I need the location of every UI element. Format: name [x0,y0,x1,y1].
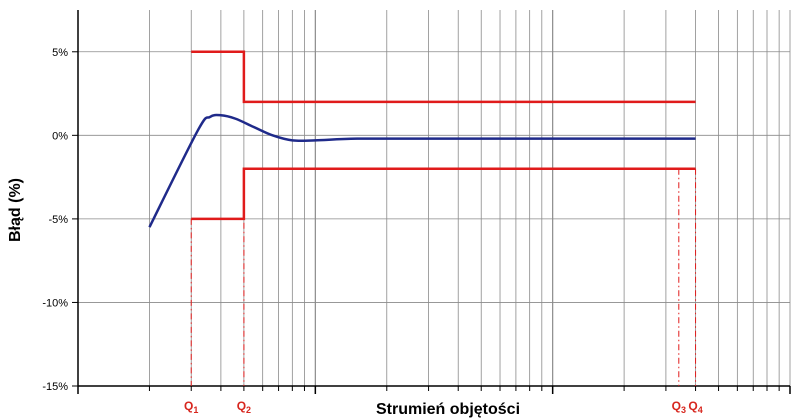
y-tick-labels: 5% 0% -5% -10% -15% [42,47,68,393]
q1-label: Q1 [184,399,198,415]
curve-line [148,113,696,228]
y-tick-label: 5% [52,47,68,59]
q-labels: Q1 Q2 Q3 Q4 [184,399,703,415]
series [148,50,696,228]
x-axis-label: Strumień objętości [376,401,520,418]
q3-label: Q3 [672,399,686,415]
y-tick-label: -5% [48,214,68,226]
axes [72,10,791,394]
q4-label: Q4 [688,399,702,415]
y-tick-label: -10% [42,297,68,309]
lower-limit-line [191,167,696,221]
q2-label: Q2 [237,399,251,415]
grid [78,10,791,387]
upper-limit-line [191,50,696,104]
y-axis-label: Błąd (%) [7,178,24,242]
q-markers [190,168,697,386]
y-tick-label: -15% [42,381,68,393]
y-tick-label: 0% [52,130,68,142]
